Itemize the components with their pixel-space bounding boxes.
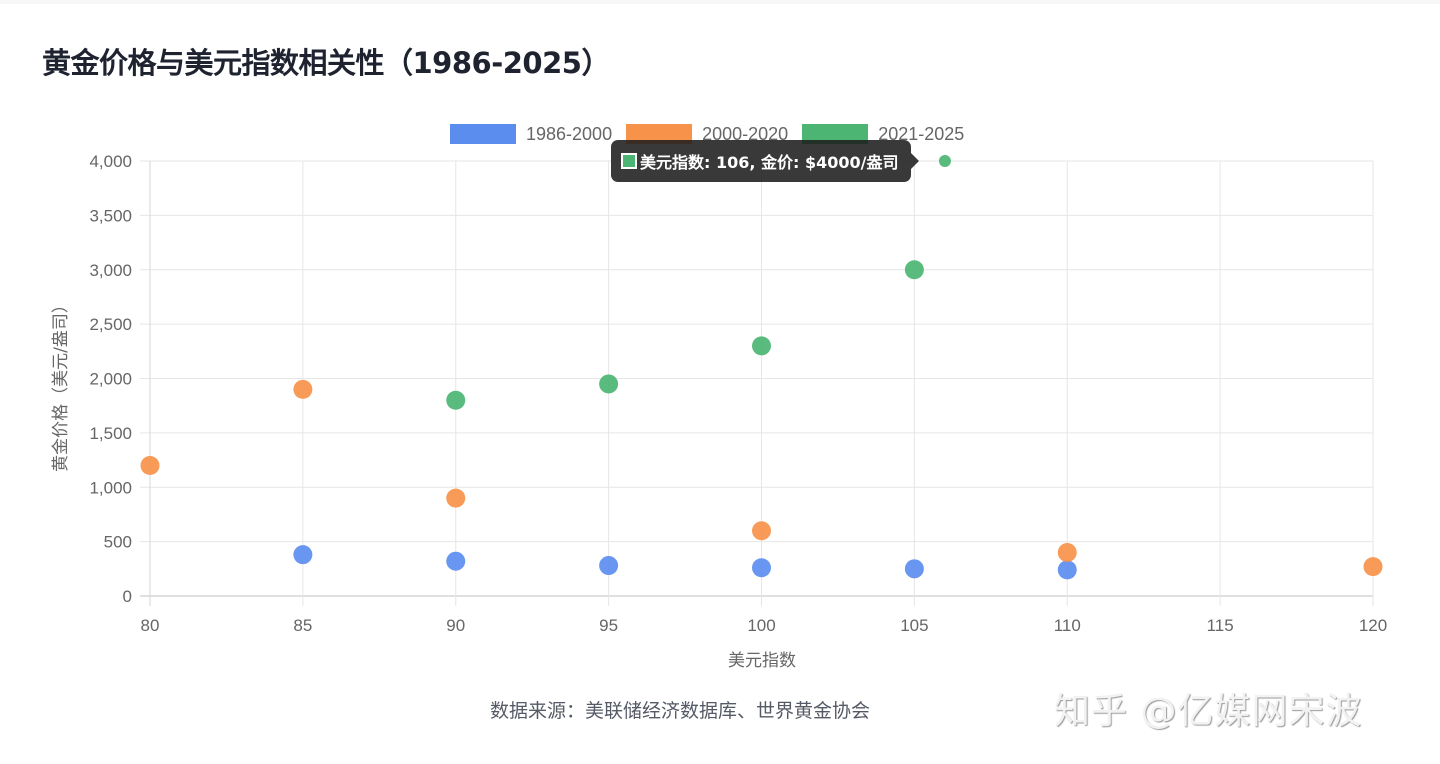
data-point[interactable] bbox=[752, 336, 771, 356]
y-tick-label: 4,000 bbox=[89, 152, 132, 171]
x-tick-label: 100 bbox=[747, 616, 775, 635]
legend-swatch bbox=[626, 124, 693, 144]
data-point[interactable] bbox=[446, 488, 466, 508]
y-tick-label: 2,000 bbox=[89, 370, 132, 389]
data-point[interactable] bbox=[599, 374, 619, 394]
data-point[interactable] bbox=[904, 260, 924, 280]
x-tick-label: 80 bbox=[141, 616, 160, 635]
y-tick-label: 3,500 bbox=[89, 206, 132, 225]
data-point[interactable] bbox=[904, 559, 924, 579]
x-axis-title: 美元指数 bbox=[728, 651, 796, 671]
y-axis-title: 黄金价格（美元/盎司） bbox=[51, 296, 71, 472]
data-point[interactable] bbox=[446, 390, 466, 410]
legend-label: 2021-2025 bbox=[878, 123, 965, 144]
data-point[interactable] bbox=[1057, 543, 1077, 562]
legend-label: 2000-2020 bbox=[702, 123, 789, 144]
y-axis-ticks: 0 500 1,000 1,500 2,000 2,500 3,000 3,500 4,000 bbox=[89, 152, 132, 606]
data-point[interactable] bbox=[1057, 560, 1077, 580]
x-tick-label: 105 bbox=[900, 616, 928, 635]
data-point[interactable] bbox=[752, 558, 771, 578]
data-point[interactable] bbox=[446, 551, 466, 571]
data-point[interactable] bbox=[938, 155, 951, 167]
tooltip-text: 美元指数: 106, 金价: $4000/盎司 bbox=[640, 153, 899, 172]
data-point[interactable] bbox=[293, 545, 313, 565]
y-tick-label: 0 bbox=[123, 587, 132, 606]
x-tick-label: 115 bbox=[1207, 616, 1234, 635]
data-point[interactable] bbox=[293, 379, 313, 399]
data-point[interactable] bbox=[599, 556, 619, 576]
data-point[interactable] bbox=[1363, 557, 1383, 577]
legend-item-2021-2025[interactable]: 2021-2025 bbox=[802, 124, 964, 145]
y-tick-label: 1,500 bbox=[89, 424, 132, 443]
chart-tooltip: 美元指数: 106, 金价: $4000/盎司 bbox=[611, 140, 918, 182]
tooltip-color-swatch bbox=[621, 153, 637, 169]
legend-item-2000-2020[interactable]: 2000-2020 bbox=[626, 124, 788, 145]
x-tick-label: 120 bbox=[1359, 616, 1387, 635]
legend-item-1986-2000[interactable]: 1986-2000 bbox=[450, 124, 612, 145]
legend-swatch bbox=[450, 124, 516, 144]
x-tick-label: 95 bbox=[599, 616, 618, 635]
data-points bbox=[140, 155, 1383, 580]
legend-label: 1986-2000 bbox=[526, 123, 613, 144]
x-axis-ticks: 80 85 90 95 100 105 110 115 120 bbox=[141, 616, 1388, 635]
top-border bbox=[0, 0, 1440, 4]
x-tick-label: 110 bbox=[1054, 616, 1081, 635]
data-point[interactable] bbox=[140, 456, 160, 475]
grid-lines bbox=[140, 160, 1374, 606]
x-tick-label: 90 bbox=[446, 616, 465, 635]
data-point[interactable] bbox=[752, 521, 771, 541]
page-title: 黄金价格与美元指数相关性（1986-2025） bbox=[42, 46, 610, 80]
watermark: 知乎 @亿媒网宋波 bbox=[1054, 691, 1363, 732]
y-tick-label: 2,500 bbox=[89, 315, 132, 334]
y-tick-label: 1,000 bbox=[89, 478, 132, 497]
y-tick-label: 500 bbox=[104, 533, 132, 552]
y-tick-label: 3,000 bbox=[89, 261, 132, 280]
chart-legend: 1986-2000 2000-2020 2021-2025 bbox=[450, 122, 978, 146]
data-source-note: 数据来源：美联储经济数据库、世界黄金协会 bbox=[490, 700, 871, 722]
legend-swatch bbox=[802, 124, 869, 144]
x-tick-label: 85 bbox=[293, 616, 312, 635]
